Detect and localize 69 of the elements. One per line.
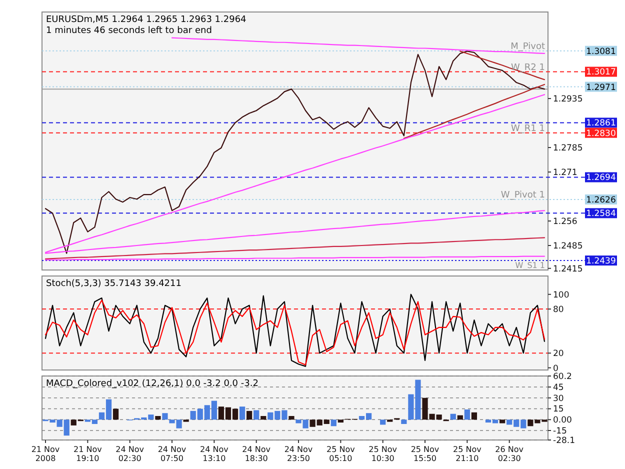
chart-title: Stoch(5,3,3) 35.7143 39.4211 <box>46 279 182 289</box>
y-tick-label: 60.2 <box>553 372 572 382</box>
x-tick-label: 26 Nov 02:30 <box>495 445 524 463</box>
bar <box>330 420 336 426</box>
x-tick-label: 21 Nov 2008 <box>31 445 60 463</box>
line-series <box>403 84 546 139</box>
x-tick-label: 25 Nov 15:50 <box>410 445 440 463</box>
bar <box>457 415 463 420</box>
text: 1 minutes 46 seconds left to bar end <box>46 26 212 36</box>
bar <box>260 416 266 420</box>
line-series <box>460 50 546 80</box>
chart-title: MACD_Colored_v102 (12,26,1) 0.0 -3.2 0.0 -3.2 <box>46 379 258 389</box>
bar <box>254 410 260 420</box>
y-tick-label: -28.1 <box>553 436 575 446</box>
x-tick-label: 25 Nov 05:10 <box>326 445 356 463</box>
y-tick-label: 1.2485 <box>553 241 583 252</box>
bar <box>239 406 246 420</box>
y-tick-label: 15 <box>553 404 564 415</box>
ref-line-label: 1.2861 <box>586 118 616 129</box>
annotation: W_S1 1 <box>515 261 545 270</box>
annotation: W_R1 1 <box>511 124 545 134</box>
bar <box>471 412 478 420</box>
x-tick-label: 24 Nov 23:50 <box>284 445 313 463</box>
y-tick-label: 1.2935 <box>553 94 583 105</box>
x-tick-label: 25 Nov 10:30 <box>368 445 398 463</box>
x-tick-label: 24 Nov 07:50 <box>158 445 186 463</box>
bar <box>450 414 456 420</box>
ref-line-label: 1.3081 <box>586 46 616 57</box>
ref-line-label: 1.2439 <box>586 256 616 267</box>
y-tick-label: 100 <box>553 290 570 300</box>
x-tick-label: 24 Nov 02:30 <box>116 445 144 463</box>
y-tick-label: 20 <box>553 349 564 360</box>
y-tick-label: -15 <box>553 426 567 436</box>
ref-line-label: 1.2694 <box>586 173 616 184</box>
y-tick-label: 1.256 <box>553 216 578 227</box>
ref-line-label: 1.2584 <box>586 209 616 220</box>
y-tick-label: 80 <box>553 305 564 316</box>
line-series <box>44 237 546 260</box>
bar <box>380 420 386 425</box>
y-tick-label: 1.271 <box>553 168 578 178</box>
x-tick-label: 21 Nov 19:10 <box>74 445 102 463</box>
bar <box>464 409 470 420</box>
bar <box>112 408 119 420</box>
x-tick-label: 25 Nov 21:10 <box>453 445 482 463</box>
bar <box>288 416 294 420</box>
annotation: W_Pivot 1 <box>500 190 545 200</box>
line-series <box>171 37 546 54</box>
ref-line-label: 1.2830 <box>586 128 616 139</box>
y-tick-label: 30 <box>553 394 564 404</box>
bar <box>155 416 161 420</box>
ref-line-label: 1.2971 <box>586 82 616 93</box>
annotation: W_R2 1 <box>511 62 545 73</box>
y-tick-label: 1.2415 <box>553 264 583 274</box>
ref-line-label: 1.2626 <box>586 195 616 206</box>
x-tick-label: 24 Nov 13:10 <box>200 445 229 463</box>
y-tick-label: 1.2785 <box>553 144 583 154</box>
line-series <box>44 50 546 254</box>
bar <box>246 410 252 420</box>
y-tick-label: 45 <box>553 382 564 393</box>
chart-title: EURUSDm,M5 1.2964 1.2965 1.2963 1.2964 <box>46 15 247 25</box>
bar <box>338 420 344 423</box>
bar <box>401 420 407 424</box>
y-tick-label: 0 <box>553 364 558 374</box>
bar <box>500 420 506 424</box>
ref-line-label: 1.3017 <box>586 68 616 78</box>
x-tick-label: 24 Nov 18:30 <box>242 445 271 463</box>
y-tick-label: 0.00 <box>553 416 572 426</box>
bar <box>162 413 168 420</box>
annotation: M_Pivot <box>510 42 546 52</box>
